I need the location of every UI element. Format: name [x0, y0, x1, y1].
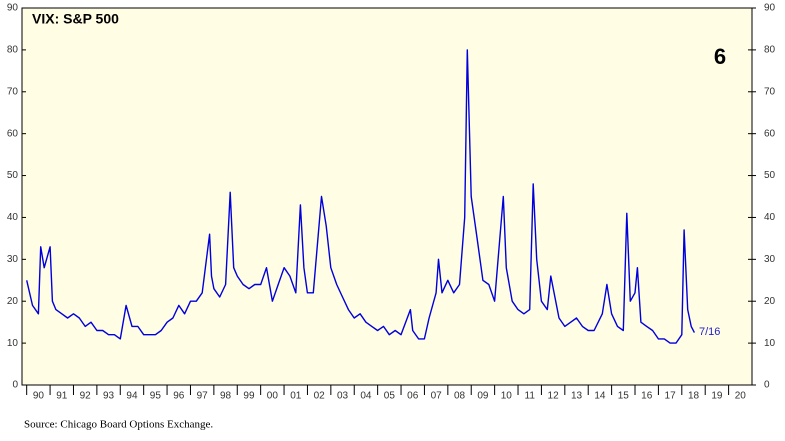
x-tick-label: 09 — [477, 391, 489, 402]
y2-tick-label: 10 — [764, 338, 776, 349]
y-tick-label: 0 — [12, 380, 18, 391]
y2-tick-label: 40 — [764, 212, 776, 223]
x-tick-label: 20 — [735, 391, 747, 402]
y-tick-label: 30 — [7, 254, 19, 265]
x-tick-label: 04 — [360, 391, 372, 402]
y-tick-label: 80 — [7, 45, 19, 56]
x-tick-label: 06 — [407, 391, 419, 402]
x-tick-label: 18 — [688, 391, 700, 402]
y-tick-label: 90 — [7, 3, 19, 14]
x-tick-label: 93 — [103, 391, 115, 402]
x-tick-label: 15 — [618, 391, 630, 402]
y2-tick-label: 30 — [764, 254, 776, 265]
x-tick-label: 11 — [525, 391, 536, 402]
x-tick-label: 00 — [267, 391, 279, 402]
y2-tick-label: 60 — [764, 128, 776, 139]
x-tick-label: 08 — [454, 391, 466, 402]
annotation: 6 — [714, 44, 726, 69]
y2-tick-label: 90 — [764, 3, 776, 14]
x-tick-label: 12 — [548, 391, 560, 402]
x-tick-label: 98 — [220, 391, 232, 402]
y-tick-label: 40 — [7, 212, 19, 223]
plot-area — [21, 7, 753, 386]
source: Source: Chicago Board Options Exchange. — [24, 419, 213, 431]
y-tick-label: 10 — [7, 338, 19, 349]
x-tick-label: 17 — [665, 391, 677, 402]
x-tick-label: 07 — [431, 391, 443, 402]
x-tick-label: 01 — [290, 391, 302, 402]
x-tick-label: 97 — [197, 391, 209, 402]
y2-tick-label: 20 — [764, 296, 776, 307]
y-tick-label: 70 — [7, 86, 19, 97]
y2-tick-label: 0 — [764, 380, 770, 391]
x-tick-label: 99 — [243, 391, 255, 402]
x-tick-label: 92 — [80, 391, 92, 402]
y-tick-label: 20 — [7, 296, 19, 307]
x-tick-label: 05 — [384, 391, 396, 402]
x-tick-label: 10 — [501, 391, 513, 402]
x-tick-label: 02 — [314, 391, 326, 402]
x-tick-label: 94 — [126, 391, 138, 402]
x-tick-label: 91 — [56, 391, 68, 402]
annotation: 7/16 — [699, 326, 720, 338]
x-tick-label: 13 — [571, 391, 583, 402]
y2-tick-label: 70 — [764, 86, 776, 97]
y-tick-label: 60 — [7, 128, 19, 139]
x-tick-label: 03 — [337, 391, 349, 402]
x-tick-label: 95 — [150, 391, 162, 402]
x-tick-label: 96 — [173, 391, 185, 402]
x-tick-label: 19 — [711, 391, 723, 402]
x-tick-label: 16 — [641, 391, 653, 402]
y-tick-label: 50 — [7, 170, 19, 181]
y2-tick-label: 80 — [764, 45, 776, 56]
y2-tick-label: 50 — [764, 170, 776, 181]
line — [26, 49, 696, 344]
chart-title: VIX: S&P 500 — [32, 11, 119, 27]
x-tick-label: 14 — [594, 391, 606, 402]
x-tick-label: 90 — [33, 391, 45, 402]
